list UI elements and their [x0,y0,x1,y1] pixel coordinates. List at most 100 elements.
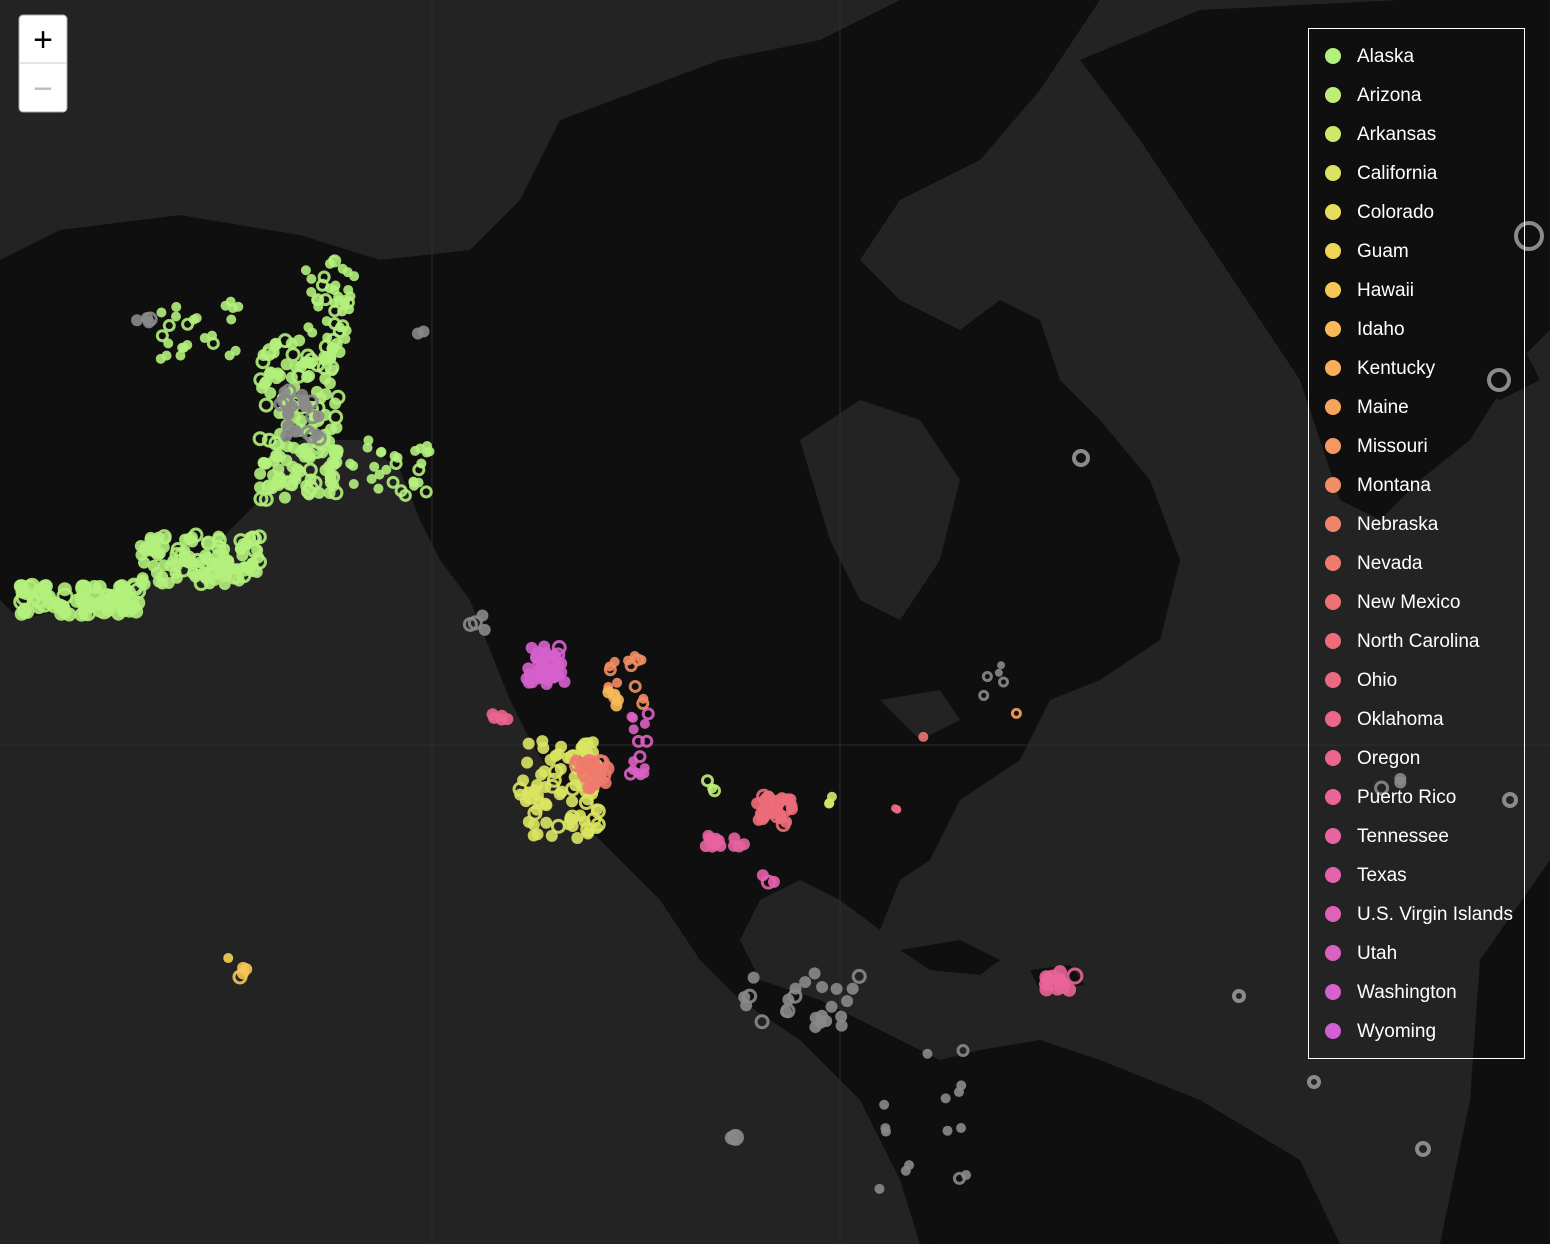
quake-dot [228,568,244,584]
quake-dot [462,616,478,632]
quake-dot [261,432,277,448]
quake-dot [825,1000,838,1013]
quake-dot [337,263,348,274]
quake-dot [641,707,655,721]
legend-label: Oklahoma [1357,709,1444,730]
legend-swatch [1325,48,1341,64]
quake-dot [846,982,859,995]
quake-ring [1307,1075,1321,1089]
quake-dot [171,301,182,312]
quake-dot [835,1010,848,1023]
quake-dot [291,463,304,476]
quake-dot [900,1165,911,1176]
legend-label: New Mexico [1357,592,1460,613]
legend-swatch [1325,945,1341,961]
legend-swatch [1325,867,1341,883]
quake-dot [92,580,107,595]
quake-ring [1415,1141,1431,1157]
quake-dot [317,270,331,284]
legend-label: Missouri [1357,436,1428,457]
quake-dot [290,368,306,384]
quake-dot [554,762,567,775]
quake-dot [218,543,231,556]
quake-dot [635,770,646,781]
quake-dot [325,469,341,485]
quake-dot [639,763,650,774]
quake-dot [709,838,722,851]
zoom-in[interactable]: + [33,21,53,59]
quake-dot [538,765,551,778]
quake-dot [51,598,66,613]
quake-dot [257,456,270,469]
quake-dot [880,1126,891,1137]
legend-label: Kentucky [1357,358,1436,379]
legend-label: Texas [1357,865,1407,886]
quake-dot [316,446,329,459]
quake-dot [177,342,188,353]
legend-label: Nevada [1357,553,1423,574]
quake-dot [253,491,269,507]
quake-dot [258,397,274,413]
quake-dot [369,461,380,472]
quake-dot [323,377,336,390]
quake-dot [546,772,562,788]
quake-dot [57,582,72,597]
quake-dot [522,737,535,750]
quake-dot [323,487,336,500]
quake-dot [545,829,558,842]
legend-swatch [1325,438,1341,454]
legend-swatch [1325,321,1341,337]
quake-dot [956,1122,967,1133]
quake-dot [631,734,645,748]
quake-dot [155,353,166,364]
quake-dot [389,457,403,471]
legend-swatch [1325,789,1341,805]
quake-dot [366,473,377,484]
legend-label: Colorado [1357,202,1434,223]
quake-dot [267,454,280,467]
quake-dot [1062,982,1077,997]
quake-dot [313,486,326,499]
quake-dot [224,350,235,361]
legend-swatch [1325,243,1341,259]
legend-swatch [1325,126,1341,142]
legend-label: Guam [1357,241,1409,262]
quake-dot [816,980,829,993]
legend-label: Montana [1357,475,1431,496]
quake-dot [874,1183,885,1194]
quake-dot [733,840,746,853]
legend-label: Ohio [1357,670,1397,691]
quake-dot [257,348,270,361]
quake-dot [245,562,261,578]
quake-dot [282,419,295,432]
quake-dot [629,651,640,662]
quake-dot [95,602,113,620]
quake-dot [362,442,373,453]
quake-dot [747,971,760,984]
quake-dot [278,491,291,504]
quake-dot [612,677,623,688]
legend-label: Puerto Rico [1357,787,1456,808]
quake-dot [303,322,314,333]
quake-dot [544,753,557,766]
quake-dot [628,679,642,693]
quake-dot [304,428,320,444]
legend-swatch [1325,984,1341,1000]
quake-dot [300,265,311,276]
quake-dot [254,467,267,480]
quake-dot [226,314,237,325]
quake-dot [530,803,543,816]
quake-dot [997,661,1006,670]
zoom-out[interactable]: − [33,70,53,108]
quake-dot [245,530,261,546]
legend-label: U.S. Virgin Islands [1357,904,1513,925]
quake-dot [345,458,356,469]
quake-dot [824,798,835,809]
quake-dot [303,369,316,382]
quake-dot [590,803,606,819]
quake-ring [1487,368,1511,392]
quake-dot [267,469,280,482]
legend-swatch [1325,399,1341,415]
quake-dot [163,338,174,349]
